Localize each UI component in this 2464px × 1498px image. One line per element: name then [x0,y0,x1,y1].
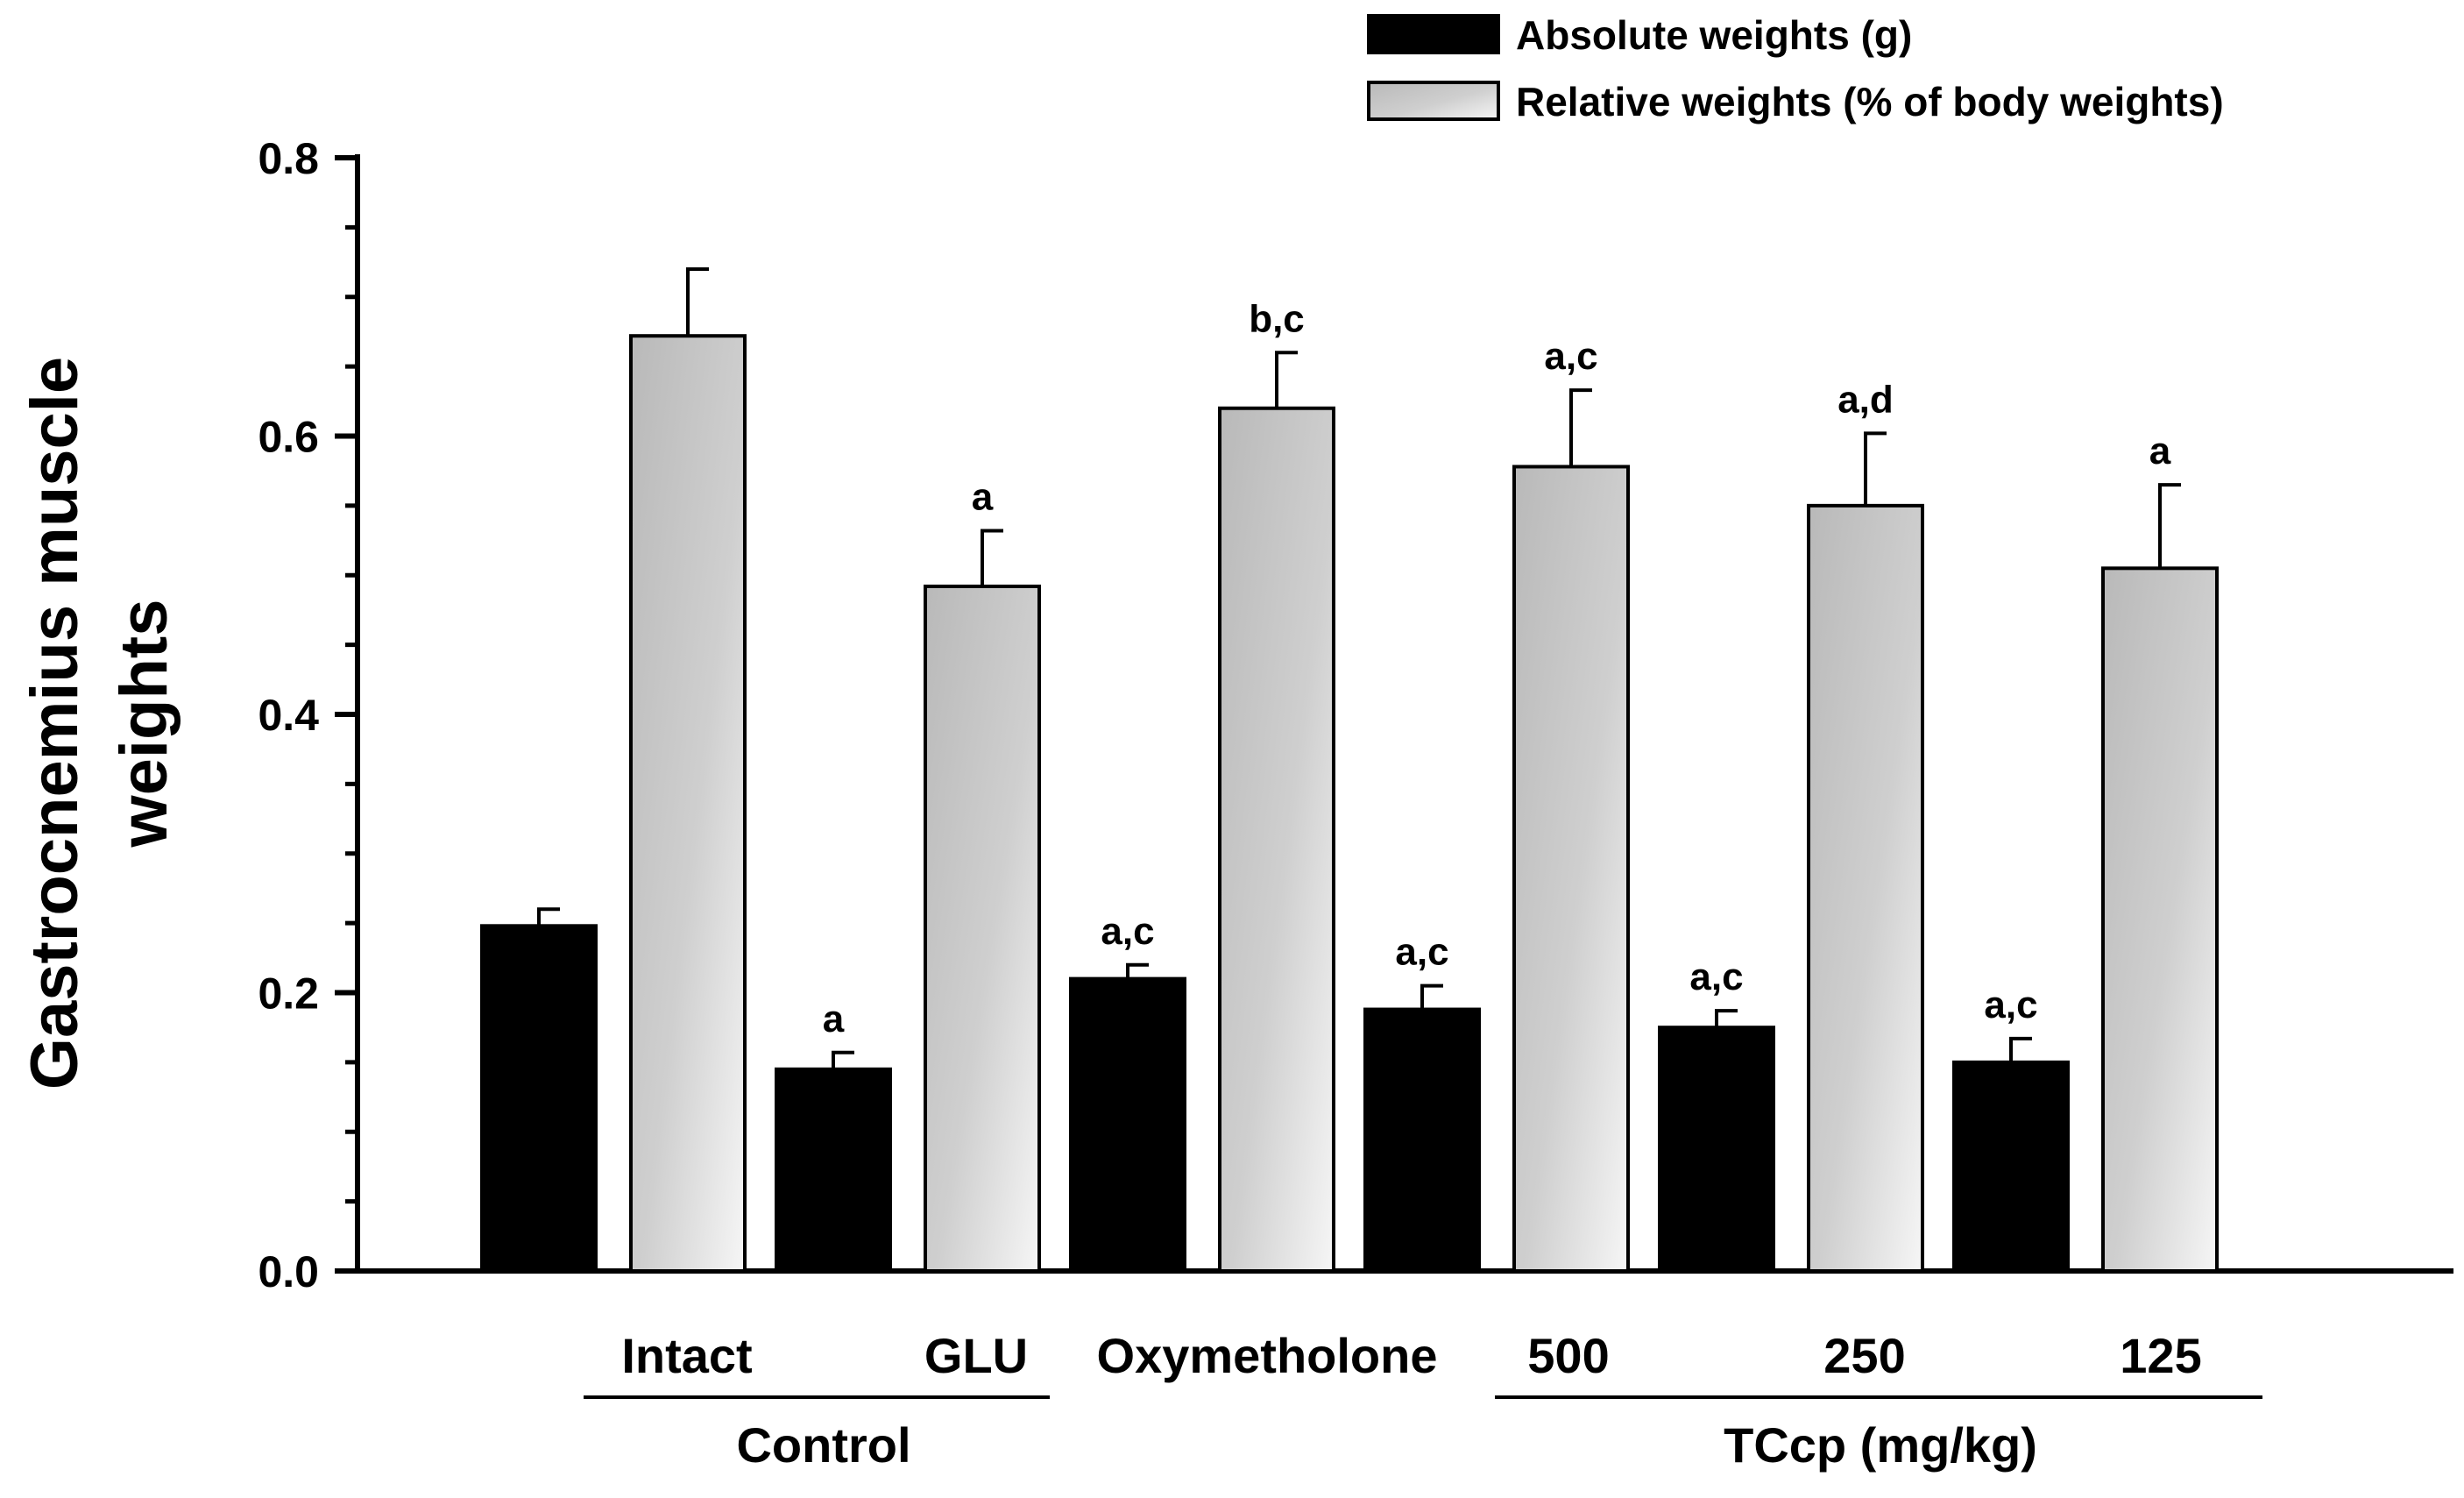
bar-relative [2101,566,2219,1273]
significance-label: a,c [1984,983,2037,1026]
y-axis-title-line: Gastrocnemius muscle [18,357,92,1090]
y-tick-label: 0.8 [258,134,319,183]
bar-relative [629,334,747,1274]
significance-label: a,c [1544,335,1597,378]
bar-relative [1807,503,1924,1273]
x-category-label: 125 [2120,1328,2201,1383]
y-tick-label: 0.6 [258,413,319,462]
y-tick-label: 0.4 [258,691,319,740]
bar-absolute [1069,976,1186,1273]
bar-relative [1218,406,1335,1273]
bar-absolute [1363,1007,1481,1274]
y-tick-label: 0.2 [258,969,319,1019]
bar-relative [924,584,1041,1273]
labels: a a a,c b,c a,c a,c a,c a,d a,c a Intact GLU Oxymeth… [584,297,2262,1473]
significance-label: a,c [1101,910,1154,953]
bar-absolute [775,1067,892,1273]
bar-relative [1512,465,1630,1273]
significance-label: a,c [1689,955,1743,998]
legend-swatch [1367,14,1500,54]
legend: Absolute weights (g) Relative weights (% … [1367,12,2224,124]
legend-entry-label: Absolute weights (g) [1516,12,1912,58]
y-tick-label: 0.0 [258,1247,319,1296]
group-label: Control [736,1417,910,1473]
significance-label: a,d [1837,378,1894,421]
bar-absolute [1952,1060,2070,1273]
bars [480,267,2219,1274]
bar-absolute [1658,1026,1775,1273]
significance-label: a,c [1395,931,1448,974]
x-category-label: 250 [1823,1328,1905,1383]
bar-absolute [480,924,598,1274]
significance-label: a [972,475,994,518]
x-category-label: Oxymetholone [1097,1328,1438,1383]
group-label: TCcp (mg/kg) [1724,1417,2037,1473]
x-category-label: Intact [621,1328,752,1383]
significance-label: a [2149,430,2171,472]
significance-label: b,c [1249,297,1305,340]
x-category-label: GLU [924,1328,1028,1383]
x-category-label: 500 [1527,1328,1609,1383]
y-axis-title-line: weights [107,600,181,848]
legend-entry-label: Relative weights (% of body weights) [1516,79,2224,124]
significance-label: a [823,997,845,1040]
legend-swatch [1367,81,1500,121]
